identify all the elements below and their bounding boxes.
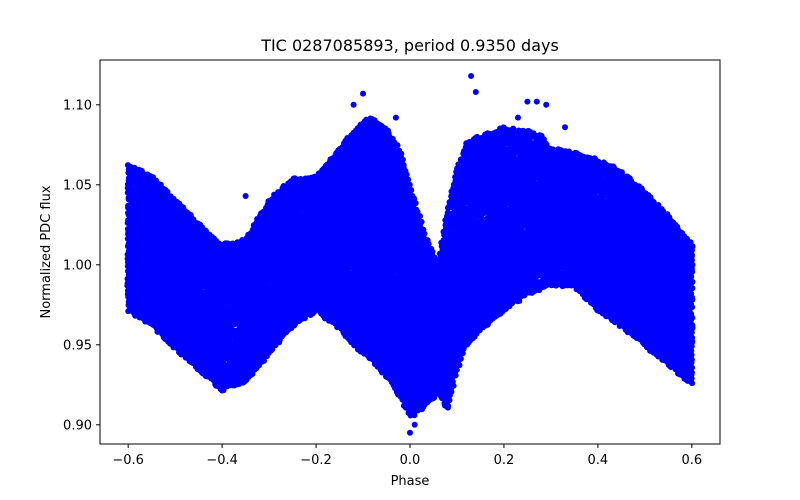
- data-point: [164, 188, 171, 195]
- scatter-points: [124, 73, 696, 436]
